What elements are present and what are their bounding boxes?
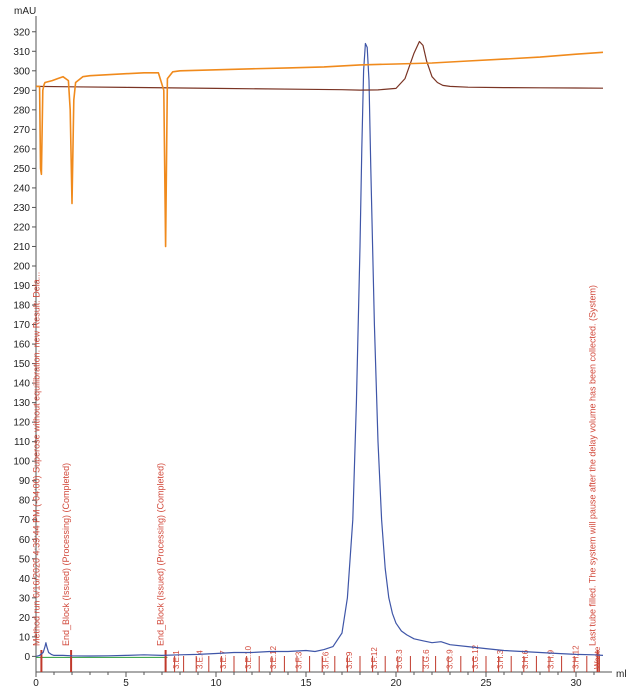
- y-tick-label: 180: [13, 301, 30, 312]
- fraction-label: 3.G.12: [471, 644, 480, 669]
- y-tick-label: 290: [13, 86, 30, 97]
- y-tick-label: 210: [13, 242, 30, 253]
- x-tick-label: 0: [33, 678, 39, 689]
- y-tick-label: 20: [19, 613, 31, 624]
- y-tick-label: 60: [19, 535, 31, 546]
- y-tick-label: 190: [13, 281, 30, 292]
- x-tick-label: 20: [390, 678, 402, 689]
- x-tick-label: 5: [123, 678, 129, 689]
- y-tick-label: 150: [13, 359, 30, 370]
- y-tick-label: 220: [13, 222, 30, 233]
- fraction-label: 3.G.9: [446, 649, 455, 669]
- x-axis-unit-label: ml: [616, 669, 627, 680]
- y-tick-label: 160: [13, 340, 30, 351]
- end-block-2-label: End_Block (Issued) (Processing) (Complet…: [156, 463, 166, 646]
- x-tick-label: 10: [210, 678, 222, 689]
- y-tick-label: 170: [13, 320, 30, 331]
- fraction-label: 3.G.3: [395, 649, 404, 669]
- fraction-label: 3.E.1: [172, 650, 181, 669]
- fraction-label: 3.H.6: [521, 649, 530, 669]
- orange-series-line: [36, 51, 604, 248]
- fraction-label: 3.E.12: [269, 645, 278, 669]
- x-tick-label: 30: [570, 678, 582, 689]
- y-tick-label: 40: [19, 574, 31, 585]
- fraction-label: 3.H.9: [546, 649, 555, 669]
- end-block-1-label: End_Block (Issued) (Processing) (Complet…: [61, 463, 71, 646]
- uv-series-line: [35, 42, 604, 657]
- event-markers-layer: Method run 6/16/2020 4:39:44 PM (-04:00)…: [31, 272, 599, 672]
- y-tick-label: 260: [13, 144, 30, 155]
- x-tick-label: 15: [300, 678, 312, 689]
- y-tick-label: 50: [19, 554, 31, 565]
- y-tick-label: 100: [13, 457, 30, 468]
- y-tick-label: 110: [14, 437, 30, 448]
- fraction-label: 3.F.12: [370, 647, 379, 669]
- fraction-label: 3.F.6: [321, 651, 330, 669]
- y-tick-label: 240: [13, 183, 30, 194]
- brown-series-line: [35, 40, 604, 91]
- fraction-label: 3.E.4: [195, 650, 204, 669]
- y-tick-label: 10: [19, 632, 31, 643]
- y-tick-label: 280: [13, 105, 30, 116]
- y-tick-label: 120: [13, 418, 30, 429]
- y-tick-label: 30: [19, 593, 31, 604]
- y-tick-label: 90: [19, 476, 31, 487]
- fraction-label: 3.F.3: [294, 651, 303, 669]
- fraction-label: 3.E.7: [219, 650, 228, 669]
- y-axis-unit-label: mAU: [14, 6, 36, 17]
- y-tick-label: 80: [19, 496, 31, 507]
- fraction-label: 3.F.9: [345, 651, 354, 669]
- y-tick-label: 130: [13, 398, 30, 409]
- y-tick-label: 230: [13, 203, 30, 214]
- y-tick-label: 0: [24, 652, 30, 663]
- fraction-label: 3.E.10: [244, 645, 253, 669]
- y-tick-label: 320: [13, 27, 30, 38]
- method-run-event-label: Method run 6/16/2020 4:39:44 PM (-04:00)…: [31, 272, 41, 646]
- fraction-label: 3.G.6: [422, 649, 431, 669]
- y-tick-label: 310: [13, 47, 30, 58]
- fraction-label: Waste: [593, 646, 602, 669]
- y-tick-label: 270: [13, 125, 30, 136]
- fraction-label: 3.H.3: [496, 649, 505, 669]
- y-tick-label: 140: [13, 379, 30, 390]
- x-tick-label: 25: [480, 678, 492, 689]
- axes-layer: 0102030405060708090100110120130140150160…: [13, 16, 612, 689]
- fraction-markers-layer: 3.E.1 3.E.4 3.E.7 3.E.10 3.E.12 3.F.3 3.F.6 3.F…: [172, 644, 602, 672]
- last-tube-event-label: Last tube filled. The system will pause …: [588, 285, 598, 646]
- y-tick-label: 200: [13, 261, 30, 272]
- y-tick-label: 250: [13, 164, 30, 175]
- y-tick-label: 300: [13, 66, 30, 77]
- series-layer: [35, 40, 604, 657]
- y-tick-label: 70: [19, 515, 31, 526]
- fraction-label: 3.H.12: [572, 645, 581, 669]
